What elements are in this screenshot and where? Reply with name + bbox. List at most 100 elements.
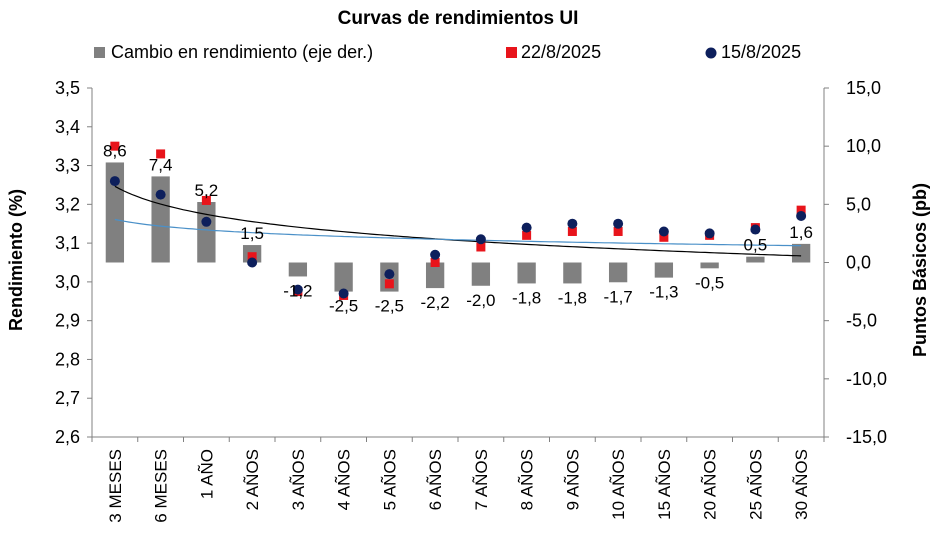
- bar-data-label: -1,8: [512, 288, 541, 307]
- bar-change: [654, 262, 674, 278]
- point-22-8-2025: [156, 149, 166, 159]
- point-15-8-2025: [567, 218, 578, 229]
- point-15-8-2025: [750, 224, 761, 235]
- point-22-8-2025: [110, 141, 120, 151]
- y-tick-label-left: 3,0: [55, 272, 80, 292]
- y-axis-title-left: Rendimiento (%): [6, 189, 26, 331]
- y-tick-label-left: 3,4: [55, 117, 80, 137]
- point-22-8-2025: [659, 232, 669, 242]
- axes: 2,6 2,7 2,8 2,9 3,0 3,1 3,2 3,3 3,4 3,5 -15,0 -10,0…: [55, 78, 887, 447]
- point-15-8-2025: [384, 269, 395, 280]
- x-tick-label: 4 AÑOS: [335, 449, 354, 510]
- bar-data-label: 1,5: [240, 224, 264, 243]
- point-22-8-2025: [384, 279, 394, 289]
- bar-change: [608, 262, 628, 283]
- legend-swatch-22-8-2025: [506, 47, 517, 58]
- y-tick-label-left: 3,3: [55, 156, 80, 176]
- bar-change: [746, 256, 765, 263]
- bar-data-label: 7,4: [149, 155, 173, 174]
- bar-data-label: -1,2: [283, 281, 312, 300]
- bar-labels: 8,6 7,4 5,2 1,5 -1,2 -2,5 -2,5 -2,2 -2,0 -1,8 -1,8…: [103, 141, 813, 315]
- point-15-8-2025: [430, 249, 441, 260]
- x-tick-label: 8 AÑOS: [518, 449, 537, 510]
- x-tick-label: 7 AÑOS: [472, 449, 491, 510]
- y-tick-label-left: 2,8: [55, 349, 80, 369]
- y-tick-label-left: 2,7: [55, 388, 80, 408]
- x-tick-labels: 3 MESES 6 MESES 1 AÑO 2 AÑOS 3 AÑOS 4 AÑOS 5 A…: [106, 449, 811, 523]
- y-tick-label-right: -5,0: [846, 311, 877, 331]
- bar-data-label: -2,5: [375, 297, 404, 316]
- bar-data-label: -2,5: [329, 297, 358, 316]
- legend-swatch-bar: [94, 47, 105, 58]
- bar-data-label: -2,0: [466, 291, 495, 310]
- x-tick-label: 25 AÑOS: [746, 449, 765, 520]
- point-15-8-2025: [155, 189, 166, 200]
- y-tick-label-right: -10,0: [846, 369, 887, 389]
- x-tick-label: 2 AÑOS: [243, 449, 262, 510]
- point-22-8-2025: [796, 205, 806, 215]
- point-15-8-2025: [292, 284, 303, 295]
- y-tick-label-left: 2,6: [55, 427, 80, 447]
- x-tick-label: 3 MESES: [106, 449, 125, 523]
- bar-data-label: 0,5: [744, 236, 768, 255]
- trendlines: [114, 185, 802, 257]
- chart-title: Curvas de rendimientos UI: [338, 8, 579, 29]
- x-tick-label: 6 AÑOS: [426, 449, 445, 510]
- point-15-8-2025: [109, 176, 120, 187]
- x-tick-label: 20 AÑOS: [701, 449, 720, 520]
- point-22-8-2025: [567, 226, 577, 236]
- bar-change: [471, 262, 491, 286]
- bar-change: [105, 162, 125, 263]
- bar-change: [288, 262, 308, 277]
- x-tick-label: 5 AÑOS: [380, 449, 399, 510]
- bar-data-label: -1,8: [558, 288, 587, 307]
- legend-label-22-8-2025: 22/8/2025: [521, 42, 601, 62]
- bar-change: [791, 243, 811, 263]
- bar-change: [700, 262, 719, 269]
- y-tick-label-right: 10,0: [846, 136, 881, 156]
- bar-change: [517, 262, 536, 284]
- bar-change: [151, 176, 170, 263]
- point-15-8-2025: [247, 257, 258, 268]
- point-15-8-2025: [796, 210, 807, 221]
- x-tick-label: 15 AÑOS: [655, 449, 674, 520]
- point-15-8-2025: [201, 216, 212, 227]
- y-tick-label-right: 15,0: [846, 78, 881, 98]
- x-tick-label: 10 AÑOS: [609, 449, 628, 520]
- point-15-8-2025: [613, 218, 624, 229]
- legend: Cambio en rendimiento (eje der.) 22/8/202…: [94, 42, 801, 62]
- points-series: [109, 141, 807, 300]
- y-tick-label-right: -15,0: [846, 427, 887, 447]
- point-15-8-2025: [658, 226, 669, 237]
- bar-data-label: -1,3: [649, 283, 678, 302]
- y-axis-title-right: Puntos Básicos (pb): [910, 183, 930, 357]
- bars-series: [105, 162, 811, 292]
- bar-data-label: -1,7: [603, 287, 632, 306]
- x-tick-label: 6 MESES: [152, 449, 171, 523]
- bar-change: [334, 262, 353, 292]
- trendline: [114, 218, 802, 247]
- point-15-8-2025: [475, 234, 486, 245]
- y-tick-label-left: 3,1: [55, 233, 80, 253]
- bar-data-label: 1,6: [789, 223, 813, 242]
- bar-change: [563, 262, 582, 284]
- legend-swatch-15-8-2025: [705, 47, 717, 59]
- bar-change: [425, 262, 445, 289]
- bar-change: [197, 202, 216, 263]
- y-tick-label-right: 5,0: [846, 194, 871, 214]
- point-22-8-2025: [201, 195, 211, 205]
- point-15-8-2025: [521, 222, 532, 233]
- point-22-8-2025: [613, 226, 623, 236]
- y-tick-label-left: 3,5: [55, 78, 80, 98]
- bar-data-label: 8,6: [103, 141, 127, 160]
- point-15-8-2025: [704, 228, 715, 239]
- y-tick-label-left: 3,2: [55, 194, 80, 214]
- x-tick-label: 9 AÑOS: [563, 449, 582, 510]
- point-22-8-2025: [247, 252, 257, 262]
- bar-data-label: 5,2: [195, 181, 219, 200]
- x-tick-label: 3 AÑOS: [289, 449, 308, 510]
- point-22-8-2025: [522, 230, 532, 240]
- bar-data-label: -2,2: [420, 293, 449, 312]
